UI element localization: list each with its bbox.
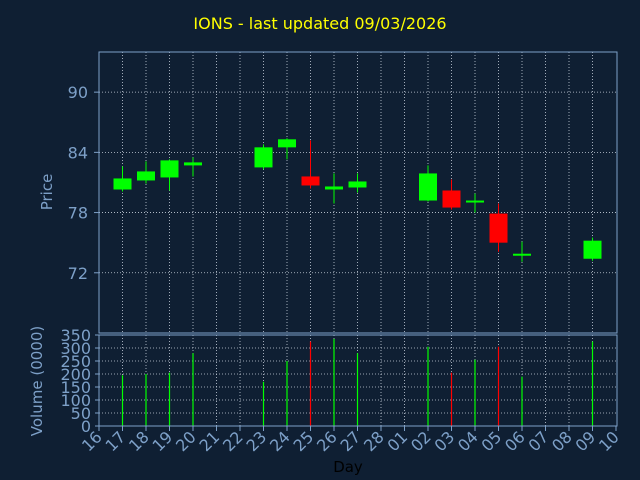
price-ytick-label: 72 xyxy=(68,264,88,283)
candle-body xyxy=(419,173,437,201)
price-ytick-label: 84 xyxy=(68,143,88,162)
candle-body xyxy=(348,181,367,188)
candle-body xyxy=(489,213,508,243)
x-axis-title: Day xyxy=(333,458,363,476)
volume-ytick-label: 300 xyxy=(60,339,91,358)
volume-ytick-label: 0 xyxy=(81,417,91,436)
price-axis-title: Price xyxy=(38,174,56,211)
volume-ytick-label: 250 xyxy=(60,352,91,371)
volume-ytick-label: 200 xyxy=(60,365,91,384)
candle-body xyxy=(513,253,531,256)
price-ytick-label: 78 xyxy=(68,204,88,223)
volume-axis-title: Volume (0000) xyxy=(28,326,46,436)
price-ytick-label: 90 xyxy=(68,83,88,102)
candle-body xyxy=(254,147,273,168)
candle-body xyxy=(113,178,132,190)
candle-body xyxy=(301,176,320,186)
price-frame xyxy=(98,51,618,334)
candle-body xyxy=(184,162,202,166)
volume-ytick-label: 150 xyxy=(60,378,91,397)
volume-ytick-label: 50 xyxy=(71,404,91,423)
candle-body xyxy=(325,186,343,190)
x-tick-label: 10 xyxy=(595,427,623,455)
candle-body xyxy=(160,160,179,178)
chart-title: IONS - last updated 09/03/2026 xyxy=(193,14,447,33)
volume-ytick-label: 350 xyxy=(60,326,91,345)
candle-body xyxy=(137,171,155,181)
candle-body xyxy=(583,240,602,259)
candle-body xyxy=(442,190,461,208)
volume-ytick-label: 100 xyxy=(60,391,91,410)
candle-body xyxy=(466,200,484,203)
candle-body xyxy=(278,139,296,148)
